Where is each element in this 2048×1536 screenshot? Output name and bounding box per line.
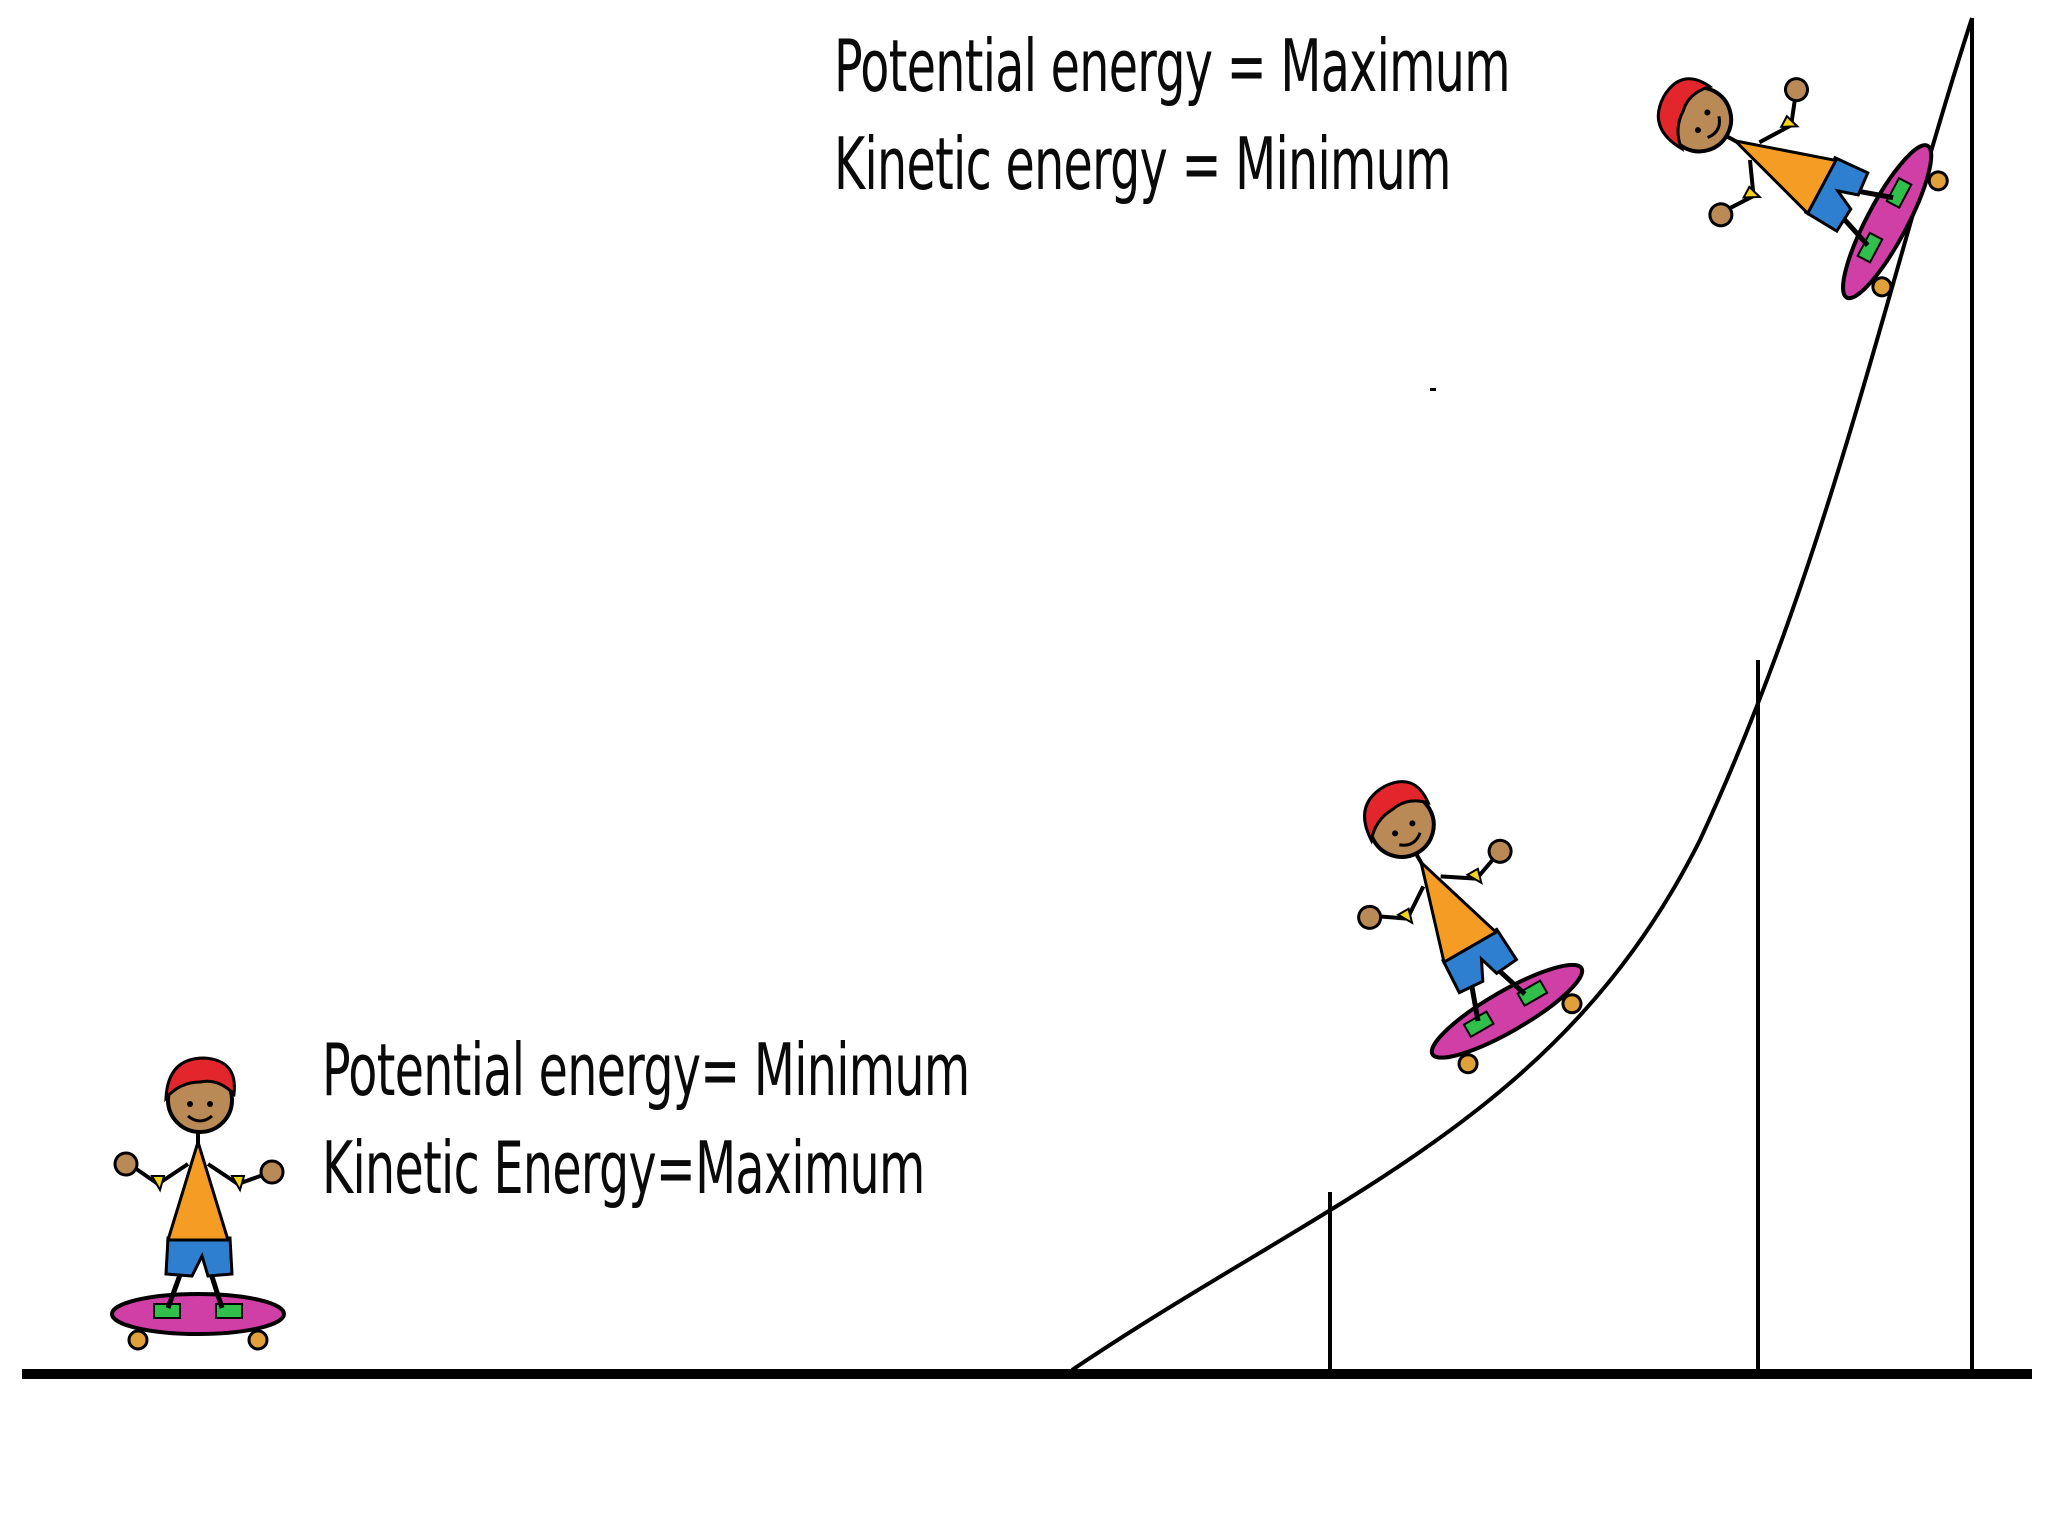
top-label-line2: Kinetic energy = Minimum [834, 122, 1451, 206]
skater-top [1621, 26, 1959, 314]
bottom-label-line2: Kinetic Energy=Maximum [322, 1126, 925, 1210]
top-label-line1: Potential energy = Maximum [834, 24, 1511, 108]
skater-middle [1305, 747, 1599, 1085]
ramp-curve [1070, 17, 1974, 1372]
bottom-label-line1: Potential energy= Minimum [322, 1028, 970, 1112]
skater-bottom [112, 1058, 284, 1349]
